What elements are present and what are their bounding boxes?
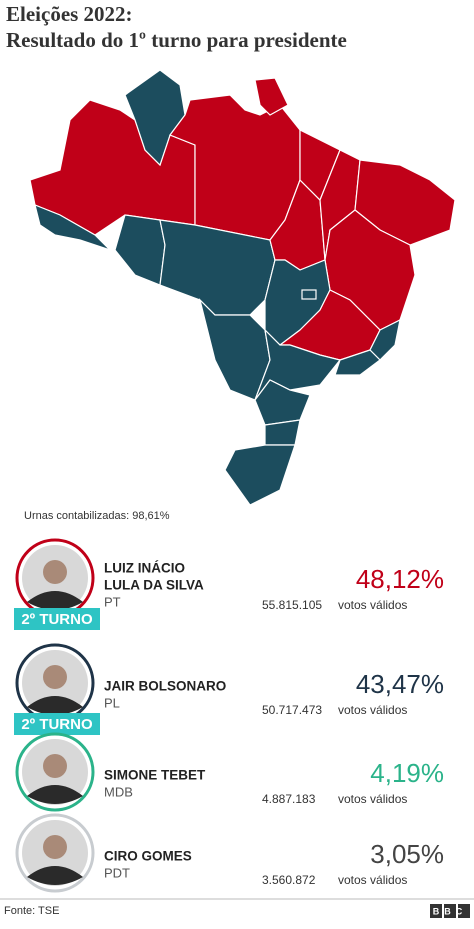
photo-head: [43, 754, 67, 778]
candidate-name: JAIR BOLSONARO: [104, 679, 226, 694]
badge-text: 2º TURNO: [21, 716, 93, 733]
photo-body: [27, 696, 83, 715]
source: Fonte: TSE: [4, 905, 59, 917]
party: PDT: [104, 865, 130, 880]
votes: 50.717.473: [262, 703, 322, 717]
candidate-name: LUIZ INÁCIO: [104, 561, 185, 576]
counted-note: Urnas contabilizadas: 98,61%: [24, 510, 170, 522]
votes: 4.887.183: [262, 792, 316, 806]
percent: 43,47%: [356, 669, 444, 699]
votes-label: votos válidos: [338, 873, 407, 887]
photo-head: [43, 835, 67, 859]
party: PT: [104, 594, 121, 609]
votes-label: votos válidos: [338, 598, 407, 612]
percent: 48,12%: [356, 564, 444, 594]
party: MDB: [104, 784, 133, 799]
votes: 55.815.105: [262, 598, 322, 612]
badge: [14, 608, 100, 630]
state: [254, 77, 289, 116]
photo-head: [43, 560, 67, 584]
state: [114, 214, 166, 286]
badge: [14, 713, 100, 735]
percent: 3,05%: [370, 839, 444, 869]
party: PL: [104, 695, 120, 710]
votes-label: votos válidos: [338, 703, 407, 717]
percent: 4,19%: [370, 758, 444, 788]
state: [334, 349, 381, 376]
state: [198, 298, 271, 401]
state: [34, 204, 111, 251]
state: [264, 419, 301, 446]
votes: 3.560.872: [262, 873, 316, 887]
photo-body: [27, 866, 83, 885]
candidate-name: SIMONE TEBET: [104, 768, 206, 783]
votes-label: votos válidos: [338, 792, 407, 806]
logo-text: BBC: [433, 906, 468, 916]
photo-body: [27, 591, 83, 610]
photo-head: [43, 665, 67, 689]
brazil-map: [29, 69, 456, 506]
title: Eleições 2022:: [6, 2, 133, 26]
badge-text: 2º TURNO: [21, 611, 93, 628]
state: [224, 444, 296, 506]
photo-body: [27, 785, 83, 804]
state: [369, 318, 401, 361]
bbc-logo: BBC: [430, 904, 470, 918]
candidate-name: CIRO GOMES: [104, 849, 192, 864]
subtitle: Resultado do 1º turno para presidente: [6, 28, 347, 52]
candidate-name: LULA DA SILVA: [104, 578, 204, 593]
state: [301, 289, 317, 300]
